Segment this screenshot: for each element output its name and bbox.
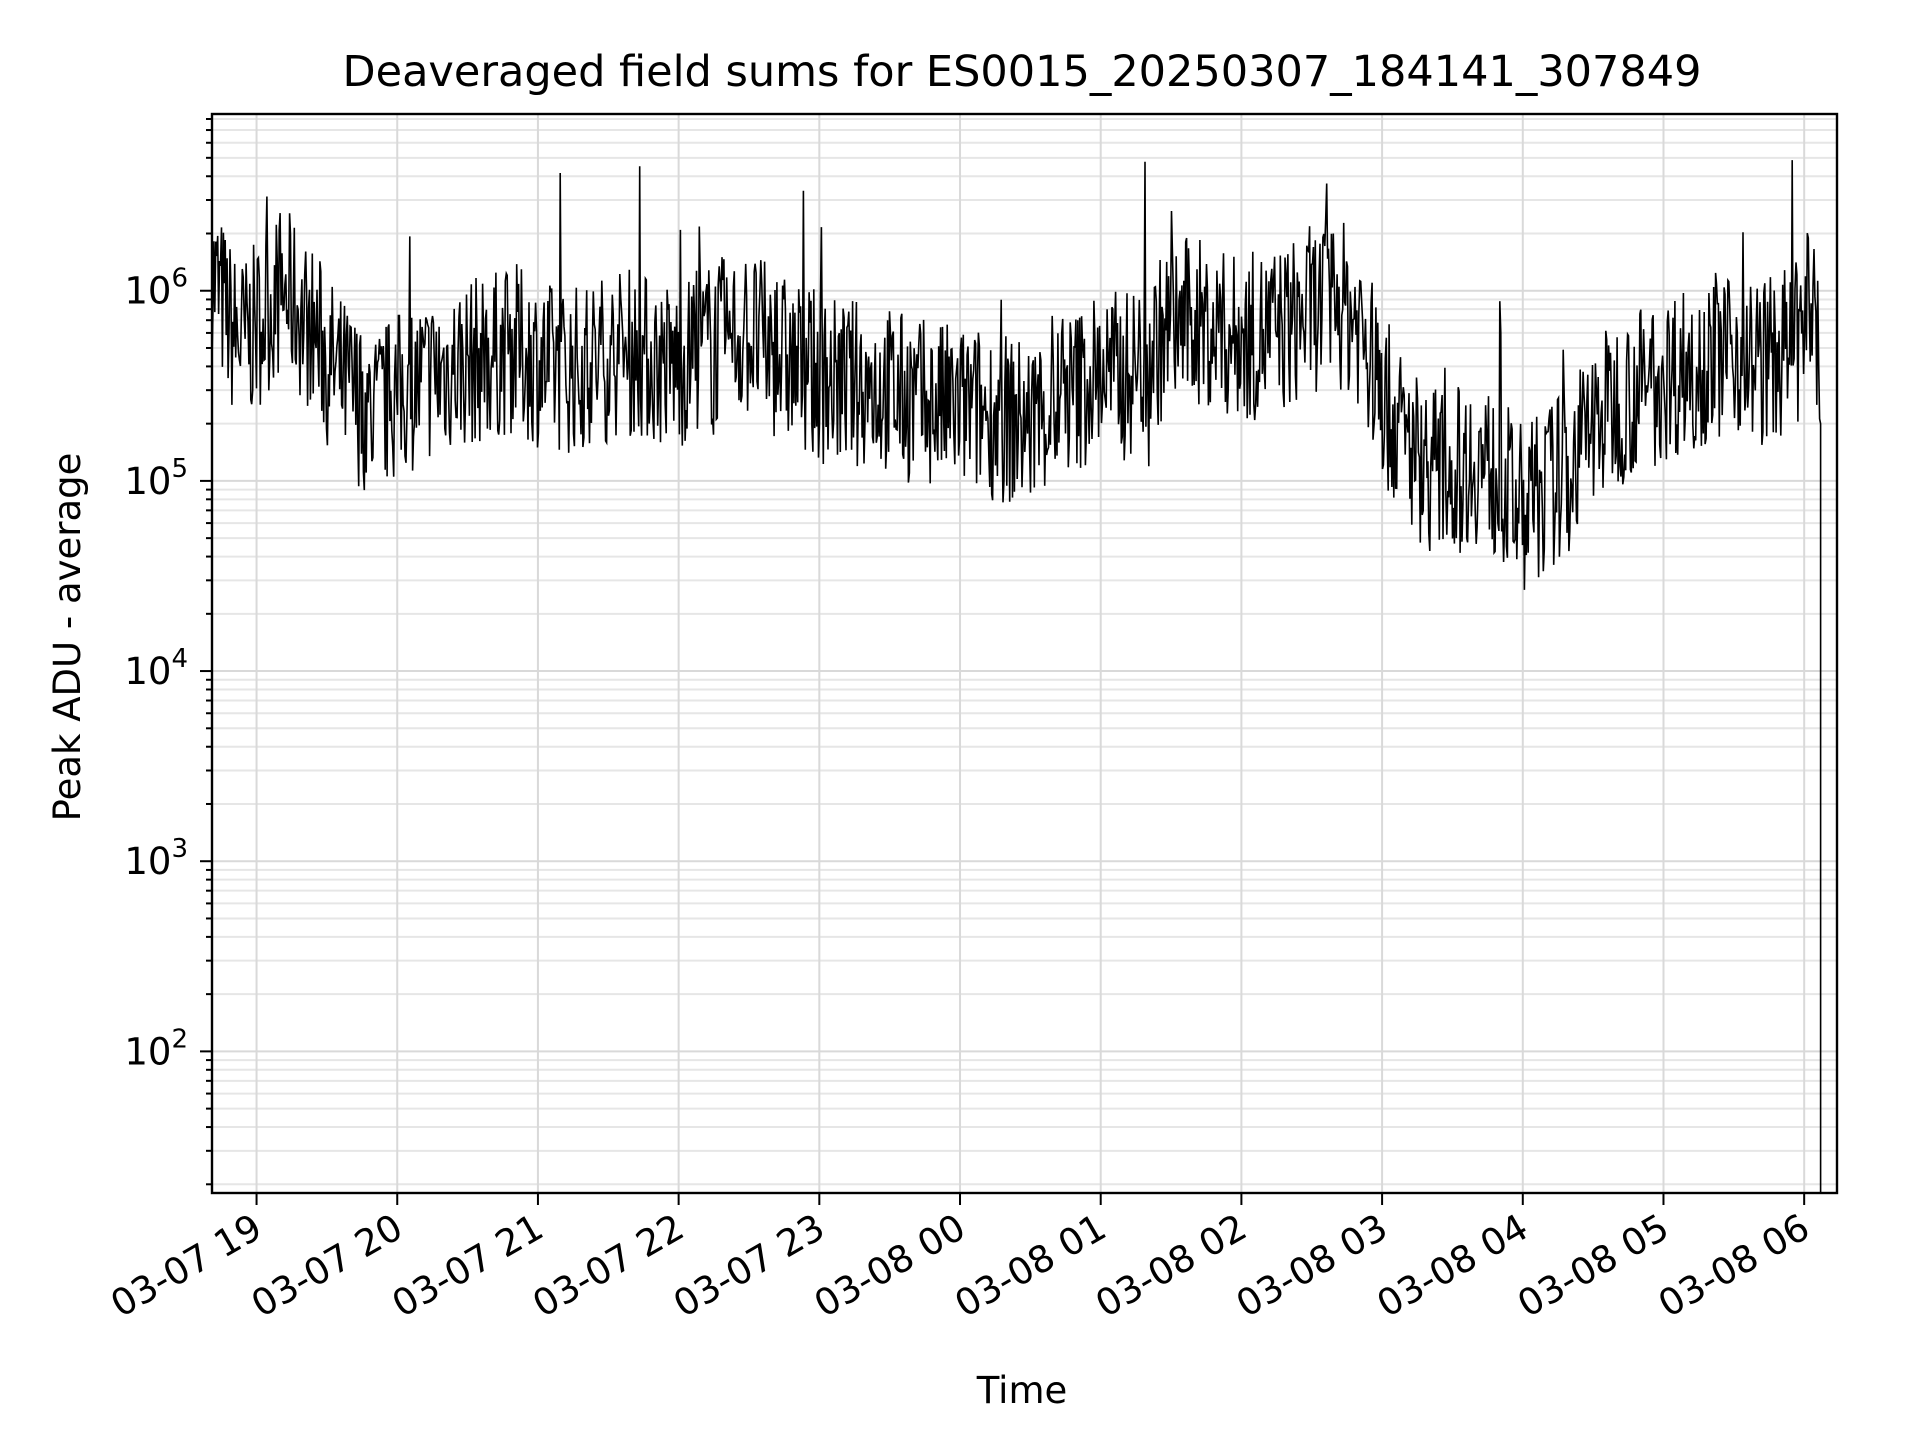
y-tick-label: 105 (124, 454, 188, 503)
x-tick-label: 03-07 20 (244, 1206, 410, 1326)
plot-area (212, 160, 1822, 1193)
x-tick-label: 03-07 21 (385, 1206, 551, 1326)
x-axis-label: Time (976, 1369, 1068, 1412)
plot-frame (210, 112, 1839, 1195)
x-tick-label: 03-07 19 (103, 1206, 269, 1326)
y-tick-exponent: 5 (171, 454, 188, 484)
y-tick-exponent: 3 (171, 834, 188, 864)
y-tick-exponent: 6 (171, 264, 188, 294)
x-tick-label: 03-08 06 (1651, 1206, 1817, 1326)
series-line (212, 160, 1822, 1193)
x-tick-label: 03-08 00 (807, 1206, 973, 1326)
y-axis-label: Peak ADU - average (46, 453, 89, 822)
y-tick-exponent: 2 (171, 1024, 188, 1054)
y-tick-label: 104 (124, 644, 188, 693)
y-tick-base: 10 (124, 650, 171, 693)
y-tick-label: 102 (124, 1024, 188, 1073)
y-tick-base: 10 (124, 840, 171, 883)
y-tick-exponent: 4 (171, 644, 188, 674)
x-tick-label: 03-07 22 (526, 1206, 692, 1326)
x-tick-label: 03-08 05 (1510, 1206, 1676, 1326)
x-tick-label: 03-08 01 (948, 1206, 1114, 1326)
x-tick-label: 03-08 04 (1370, 1206, 1536, 1326)
x-tick-label: 03-08 02 (1088, 1206, 1254, 1326)
y-tick-label: 106 (124, 264, 188, 313)
y-tick-base: 10 (124, 270, 171, 313)
x-tick-label: 03-08 03 (1229, 1206, 1395, 1326)
chart-title: Deaveraged field sums for ES0015_2025030… (343, 47, 1702, 97)
x-tick-label: 03-07 23 (666, 1206, 832, 1326)
y-tick-label: 103 (124, 834, 188, 883)
grid (212, 114, 1837, 1193)
y-tick-base: 10 (124, 460, 171, 503)
y-tick-base: 10 (124, 1030, 171, 1073)
